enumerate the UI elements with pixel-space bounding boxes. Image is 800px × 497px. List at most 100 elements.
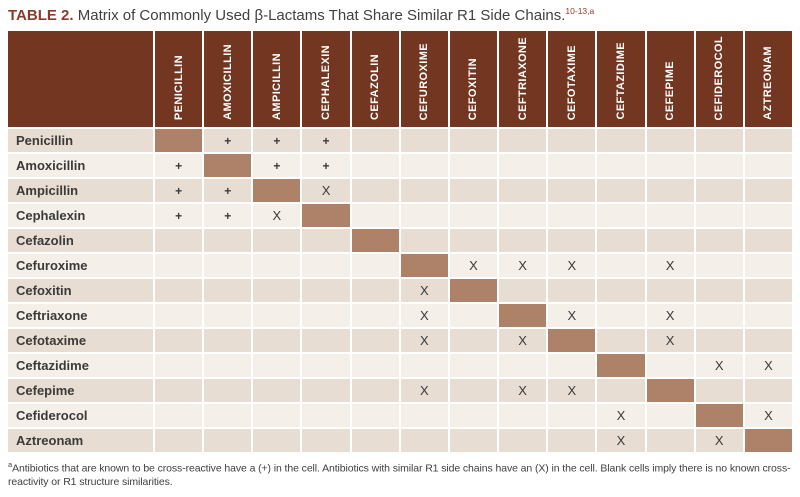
matrix-cell-cefepime-cefoxitin [449,379,498,402]
matrix-cell-cefazolin-ceftazidime [597,229,645,252]
matrix-cell-cefazolin-aztreonam [744,229,792,252]
matrix-cell-amoxicillin-ceftazidime [597,154,645,177]
matrix-cell-cefazolin-cefazolin [351,229,399,252]
matrix-cell-cefiderocol-amoxicillin [204,404,252,427]
column-header-label: CEFUROXIME [418,42,431,120]
matrix-cell-ceftriaxone-aztreonam [744,304,792,327]
matrix-cell-cefiderocol-ceftriaxone [499,404,547,427]
matrix-cell-ceftazidime-amoxicillin [204,354,252,377]
matrix-cell-cefepime-aztreonam [744,379,792,402]
matrix-cell-aztreonam-aztreonam [744,429,792,452]
matrix-cell-cephalexin-ceftriaxone [499,204,547,227]
column-header-cefepime: CEFEPIME [646,31,694,127]
matrix-cell-cefiderocol-aztreonam: X [744,404,792,427]
matrix-cell-cefiderocol-ceftazidime: X [597,404,645,427]
matrix-cell-cefotaxime-cefoxitin [449,329,498,352]
matrix-cell-cefotaxime-cefotaxime [548,329,596,352]
matrix-cell-cefoxitin-cefepime [646,279,694,302]
matrix-cell-cefazolin-cefuroxime [400,229,448,252]
matrix-cell-ceftazidime-cefiderocol: X [695,354,743,377]
matrix-cell-aztreonam-cephalexin [302,429,350,452]
footnote-text: Antibiotics that are known to be cross-r… [8,462,791,489]
column-header-cefiderocol: CEFIDEROCOL [695,31,743,127]
matrix-cell-cefiderocol-cephalexin [302,404,350,427]
matrix-cell-cefotaxime-cefepime: X [646,329,694,352]
matrix-cell-cefotaxime-amoxicillin [204,329,252,352]
matrix-cell-cephalexin-ceftazidime [597,204,645,227]
matrix-cell-cefiderocol-cefoxitin [449,404,498,427]
matrix-cell-amoxicillin-cephalexin: + [302,154,350,177]
column-header-cefotaxime: CEFOTAXIME [548,31,596,127]
matrix-cell-cefotaxime-ampicillin [253,329,301,352]
matrix-cell-aztreonam-penicillin [155,429,203,452]
matrix-cell-penicillin-cefuroxime [400,129,448,152]
matrix-cell-cefazolin-ceftriaxone [499,229,547,252]
matrix-cell-ampicillin-cefuroxime [400,179,448,202]
matrix-cell-cefiderocol-ampicillin [253,404,301,427]
matrix-cell-cefuroxime-penicillin [155,254,203,277]
matrix-cell-cefuroxime-cefazolin [351,254,399,277]
matrix-cell-cefotaxime-cefazolin [351,329,399,352]
matrix-cell-ceftriaxone-cefoxitin [449,304,498,327]
matrix-cell-cefuroxime-ceftriaxone: X [499,254,547,277]
matrix-cell-cefuroxime-cefiderocol [695,254,743,277]
matrix-cell-ampicillin-ampicillin [253,179,301,202]
matrix-cell-cefotaxime-cefiderocol [695,329,743,352]
matrix-cell-cefepime-cefazolin [351,379,399,402]
matrix-cell-ceftazidime-cefotaxime [548,354,596,377]
matrix-cell-penicillin-cephalexin: + [302,129,350,152]
matrix-cell-cefepime-ceftriaxone: X [499,379,547,402]
column-header-ceftazidime: CEFTAZIDIME [597,31,645,127]
matrix-cell-aztreonam-ceftriaxone [499,429,547,452]
matrix-cell-penicillin-ceftriaxone [499,129,547,152]
matrix-cell-cefepime-cefiderocol [695,379,743,402]
table-number-label: TABLE 2. [8,7,74,24]
matrix-cell-aztreonam-cefoxitin [449,429,498,452]
matrix-cell-penicillin-cefazolin [351,129,399,152]
matrix-cell-ceftriaxone-ampicillin [253,304,301,327]
matrix-cell-ceftazidime-cephalexin [302,354,350,377]
matrix-cell-cefuroxime-cephalexin [302,254,350,277]
matrix-cell-ampicillin-aztreonam [744,179,792,202]
column-header-label: CEFIDEROCOL [713,35,726,120]
matrix-cell-cefazolin-ampicillin [253,229,301,252]
matrix-cell-cephalexin-cefotaxime [548,204,596,227]
matrix-cell-cefotaxime-penicillin [155,329,203,352]
matrix-cell-amoxicillin-aztreonam [744,154,792,177]
matrix-cell-cefepime-cefotaxime: X [548,379,596,402]
matrix-cell-ampicillin-penicillin: + [155,179,203,202]
column-header-label: AMOXICILLIN [221,44,234,120]
matrix-cell-ceftriaxone-cefuroxime: X [400,304,448,327]
matrix-cell-amoxicillin-cefotaxime [548,154,596,177]
matrix-cell-ceftriaxone-cefepime: X [646,304,694,327]
matrix-cell-amoxicillin-ceftriaxone [499,154,547,177]
matrix-cell-cefoxitin-ampicillin [253,279,301,302]
column-header-label: CEFTRIAXONE [516,36,529,120]
matrix-cell-ampicillin-cefepime [646,179,694,202]
matrix-cell-aztreonam-cefiderocol: X [695,429,743,452]
column-header-ampicillin: AMPICILLIN [253,31,301,127]
matrix-cell-cefepime-cephalexin [302,379,350,402]
matrix-cell-amoxicillin-ampicillin: + [253,154,301,177]
matrix-cell-ampicillin-ceftriaxone [499,179,547,202]
matrix-cell-cefepime-amoxicillin [204,379,252,402]
matrix-cell-cefazolin-amoxicillin [204,229,252,252]
matrix-cell-ceftazidime-cefepime [646,354,694,377]
matrix-cell-ampicillin-cefotaxime [548,179,596,202]
matrix-cell-cefiderocol-cefuroxime [400,404,448,427]
matrix-cell-penicillin-aztreonam [744,129,792,152]
matrix-cell-ceftazidime-penicillin [155,354,203,377]
matrix-cell-penicillin-penicillin [155,129,203,152]
matrix-cell-ceftriaxone-penicillin [155,304,203,327]
column-header-cefazolin: CEFAZOLIN [351,31,399,127]
matrix-cell-ceftriaxone-cefazolin [351,304,399,327]
matrix-cell-cefiderocol-cefepime [646,404,694,427]
matrix-cell-ceftriaxone-ceftazidime [597,304,645,327]
matrix-cell-cefazolin-cefotaxime [548,229,596,252]
column-header-penicillin: PENICILLIN [155,31,203,127]
matrix-cell-ceftazidime-aztreonam: X [744,354,792,377]
table-citation-superscript: 10-13,a [565,6,595,16]
matrix-cell-cephalexin-amoxicillin: + [204,204,252,227]
matrix-cell-amoxicillin-amoxicillin [204,154,252,177]
matrix-cell-cefoxitin-cefazolin [351,279,399,302]
